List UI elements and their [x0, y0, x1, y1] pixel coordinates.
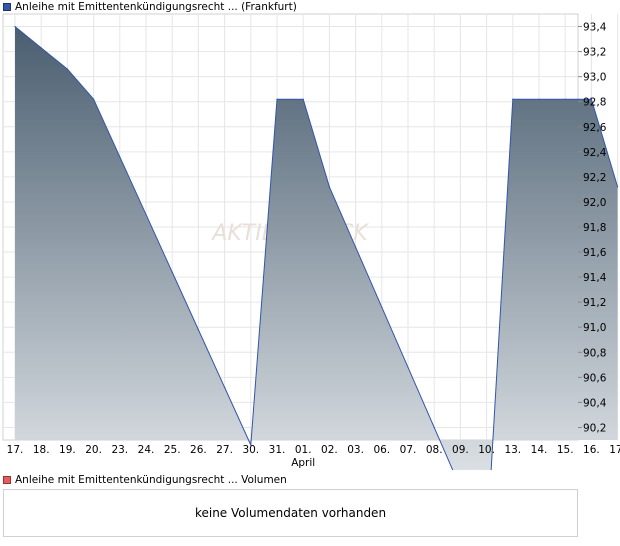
- data-point: [197, 329, 199, 331]
- x-tick-label: 01.: [295, 444, 312, 456]
- data-point: [40, 47, 42, 49]
- x-tick-label: 09.: [452, 444, 469, 456]
- data-point: [66, 68, 68, 70]
- price-legend-label: Anleihe mit Emittentenkündigungsrecht ..…: [15, 1, 297, 13]
- x-tick-label: 15.: [557, 444, 574, 456]
- x-tick-label: 14.: [531, 444, 548, 456]
- x-tick-label: 17.: [609, 444, 620, 456]
- x-tick-label: 16.: [583, 444, 600, 456]
- data-point: [328, 186, 330, 188]
- y-tick-label: 92,6: [583, 122, 607, 134]
- x-tick-label: 25.: [164, 444, 181, 456]
- x-tick-label: 17.: [7, 444, 24, 456]
- y-axis-ticks: 90,2 90,4 90,6 90,8 91,0 91,2 91,4 91,6 91,8 92,0…: [578, 22, 607, 434]
- data-point: [407, 366, 409, 368]
- y-tick-label: 92,2: [583, 172, 606, 184]
- data-point: [171, 271, 173, 273]
- data-point: [512, 98, 514, 100]
- y-tick-label: 91,8: [583, 222, 606, 234]
- x-tick-label: 24.: [138, 444, 155, 456]
- y-tick-label: 91,4: [583, 272, 607, 284]
- y-tick-label: 93,4: [583, 22, 607, 34]
- x-tick-label: 27.: [216, 444, 233, 456]
- data-point: [590, 98, 593, 100]
- volume-panel: keine Volumendaten vorhanden: [3, 489, 578, 537]
- data-point: [250, 444, 252, 446]
- y-tick-label: 90,8: [583, 347, 606, 359]
- volume-legend: Anleihe mit Emittentenkündigungsrecht ..…: [3, 473, 287, 487]
- x-tick-label: 30.: [242, 444, 259, 456]
- volume-legend-label: Anleihe mit Emittentenkündigungsrecht ..…: [15, 474, 287, 486]
- x-axis-ticks: 17. 18. 19. 20. 23. 24. 25. 26. 27. 30. 31. 01. 02. 0…: [7, 444, 620, 469]
- volume-empty-message: keine Volumendaten vorhanden: [194, 506, 387, 520]
- price-chart: AKTIENCHECK 90,290,490,690,891,091,291,4…: [2, 13, 620, 470]
- data-point: [538, 98, 540, 100]
- x-tick-label: 31.: [269, 444, 286, 456]
- data-point: [617, 186, 619, 188]
- y-tick-label: 92,4: [583, 147, 607, 159]
- x-tick-label: 20.: [85, 444, 102, 456]
- x-tick-label: 06.: [373, 444, 390, 456]
- data-point: [14, 25, 16, 28]
- x-tick-label: 07.: [400, 444, 417, 456]
- data-point: [433, 426, 435, 429]
- y-tick-label: 93,0: [583, 72, 606, 84]
- x-tick-label: 19.: [59, 444, 76, 456]
- y-tick-label: 92,8: [583, 97, 606, 109]
- y-tick-label: 91,2: [583, 297, 606, 309]
- data-point: [93, 98, 95, 100]
- data-points: [14, 25, 619, 446]
- x-tick-label: 26.: [190, 444, 207, 456]
- data-point: [276, 98, 278, 100]
- x-tick-label: 18.: [33, 444, 50, 456]
- data-point: [119, 156, 121, 158]
- price-line: [14, 26, 619, 470]
- data-point: [355, 246, 357, 248]
- y-tick-label: 90,4: [583, 397, 607, 409]
- price-legend: Anleihe mit Emittentenkündigungsrecht ..…: [3, 0, 297, 14]
- y-tick-label: 90,6: [583, 372, 607, 384]
- price-area: [15, 26, 618, 470]
- x-tick-label: 13.: [504, 444, 521, 456]
- y-tick-label: 90,2: [583, 422, 606, 434]
- x-tick-label: 23.: [111, 444, 128, 456]
- x-tick-label: 08.: [426, 444, 443, 456]
- x-tick-label: 10.: [478, 444, 495, 456]
- x-month-label: April: [291, 457, 315, 469]
- data-point: [302, 98, 304, 100]
- volume-legend-swatch: [3, 476, 11, 484]
- y-tick-label: 91,0: [583, 322, 606, 334]
- y-tick-label: 92,0: [583, 197, 606, 209]
- data-point: [145, 213, 147, 216]
- y-tick-label: 93,2: [583, 47, 606, 59]
- price-legend-swatch: [3, 3, 11, 11]
- x-tick-label: 02.: [321, 444, 338, 456]
- y-tick-label: 91,6: [583, 247, 607, 259]
- data-point: [224, 386, 226, 388]
- data-point: [381, 306, 383, 308]
- x-tick-label: 03.: [347, 444, 364, 456]
- data-point: [564, 98, 566, 100]
